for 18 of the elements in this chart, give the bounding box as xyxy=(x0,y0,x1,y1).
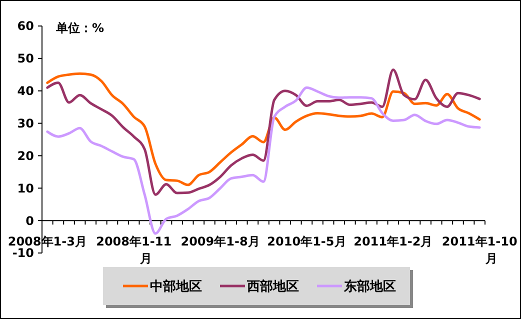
y-tick-label: 0 xyxy=(26,214,34,228)
legend-label: 东部地区 xyxy=(343,278,396,295)
x-tick-label: 2010年1-5月 xyxy=(267,234,346,249)
annotation: 单位：% xyxy=(55,21,104,35)
legend-label: 西部地区 xyxy=(246,278,299,295)
y-tick-label: 10 xyxy=(17,181,34,196)
y-tick-label: 60 xyxy=(17,19,34,34)
y-tick-label: 30 xyxy=(17,116,34,130)
y-tick-label: 20 xyxy=(17,148,34,163)
line-series xyxy=(46,86,481,235)
legend-label: 中部地区 xyxy=(150,278,202,295)
x-tick-label: 2009年1-8月 xyxy=(180,234,260,249)
y-tick-label: 50 xyxy=(17,52,34,66)
y-tick-label: 40 xyxy=(17,84,34,98)
x-tick-label: 2011年1-2月 xyxy=(354,234,433,249)
x-tick-label: 2011年1-10月 xyxy=(442,234,518,266)
y-tick-label: -10 xyxy=(12,246,34,260)
x-tick-label: 2008年1-11月 xyxy=(96,234,172,266)
